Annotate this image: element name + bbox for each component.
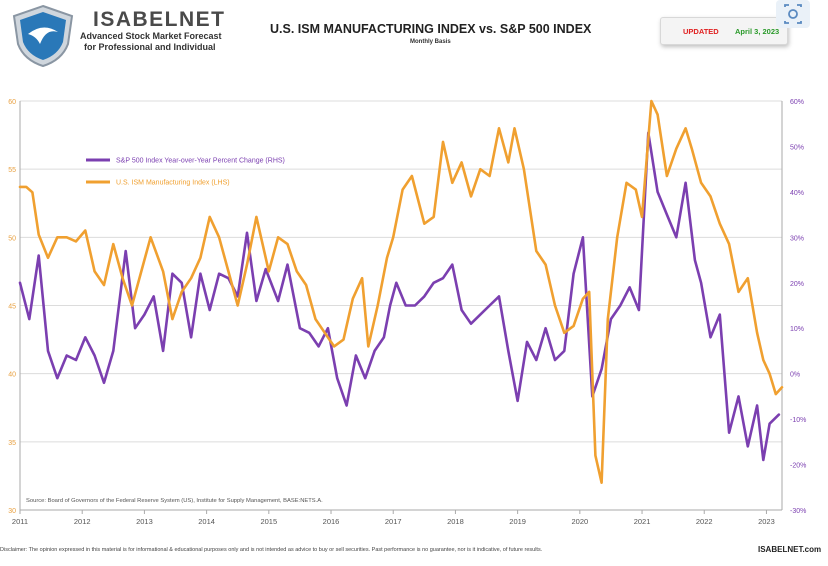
x-tick-label: 2016 (323, 517, 340, 526)
x-tick-label: 2013 (136, 517, 153, 526)
footer: Disclaimer: The opinion expressed in thi… (0, 538, 828, 566)
x-tick-label: 2012 (74, 517, 91, 526)
x-axis: 2011 2012 2013 2014 2015 2016 2017 2018 2019 2020… (12, 510, 775, 526)
chart-subtitle: Monthly Basis (410, 39, 451, 45)
left-tick-label: 30 (8, 508, 16, 515)
source-note: Source: Board of Governors of the Federa… (26, 498, 323, 504)
x-tick-label: 2017 (385, 517, 402, 526)
x-tick-label: 2023 (758, 517, 775, 526)
chart-frame (19, 101, 783, 511)
legend-label: S&P 500 Index Year-over-Year Percent Cha… (116, 158, 285, 165)
right-tick-label: -30% (790, 508, 806, 515)
left-tick-label: 45 (8, 304, 16, 311)
brand-name: ISABELNET (93, 8, 226, 31)
updated-date: April 3, 2023 (735, 27, 780, 36)
x-tick-label: 2018 (447, 517, 464, 526)
chart: 60 55 50 45 40 35 30 60% 50% 40% 30% 20% 10% 0% -10% -… (8, 99, 806, 526)
updated-label: UPDATED (683, 27, 719, 36)
x-tick-label: 2011 (12, 517, 28, 526)
header: ISABELNET Advanced Stock Market Forecast… (0, 0, 828, 90)
right-tick-label: 60% (790, 99, 804, 106)
brand-tagline: Advanced Stock Market Forecast (80, 31, 222, 41)
footer-brand: ISABELNET.com (758, 545, 822, 554)
ism-series-line (18, 99, 784, 484)
updated-badge: UPDATED April 3, 2023 (660, 17, 788, 45)
left-tick-label: 60 (8, 99, 16, 106)
right-tick-label: 10% (790, 326, 804, 333)
right-tick-label: 20% (790, 281, 804, 288)
brand-tagline-2: for Professional and Individual (84, 42, 216, 52)
right-tick-label: 50% (790, 144, 804, 151)
right-tick-label: 30% (790, 235, 804, 242)
right-tick-label: -10% (790, 417, 806, 424)
series-lines (18, 99, 784, 484)
shield-logo-icon (12, 4, 74, 68)
x-tick-label: 2015 (260, 517, 277, 526)
legend-label: U.S. ISM Manufacturing Index (LHS) (116, 180, 230, 187)
right-tick-label: -20% (790, 463, 806, 470)
x-tick-label: 2022 (696, 517, 713, 526)
left-tick-label: 35 (8, 440, 16, 447)
left-tick-label: 40 (8, 372, 16, 379)
left-axis: 60 55 50 45 40 35 30 (8, 99, 16, 515)
x-tick-label: 2021 (634, 517, 651, 526)
disclaimer: Disclaimer: The opinion expressed in thi… (0, 547, 543, 553)
scan-icon[interactable] (776, 0, 810, 28)
left-tick-label: 50 (8, 235, 16, 242)
x-tick-label: 2019 (509, 517, 526, 526)
x-tick-label: 2014 (198, 517, 215, 526)
right-tick-label: 0% (790, 372, 800, 379)
left-tick-label: 55 (8, 167, 16, 174)
right-tick-label: 40% (790, 190, 804, 197)
right-axis: 60% 50% 40% 30% 20% 10% 0% -10% -20% -30% (790, 99, 806, 515)
sp500-series-line (18, 131, 781, 462)
chart-title: U.S. ISM MANUFACTURING INDEX vs. S&P 500… (270, 22, 592, 36)
x-tick-label: 2020 (571, 517, 588, 526)
legend: S&P 500 Index Year-over-Year Percent Cha… (86, 158, 285, 187)
